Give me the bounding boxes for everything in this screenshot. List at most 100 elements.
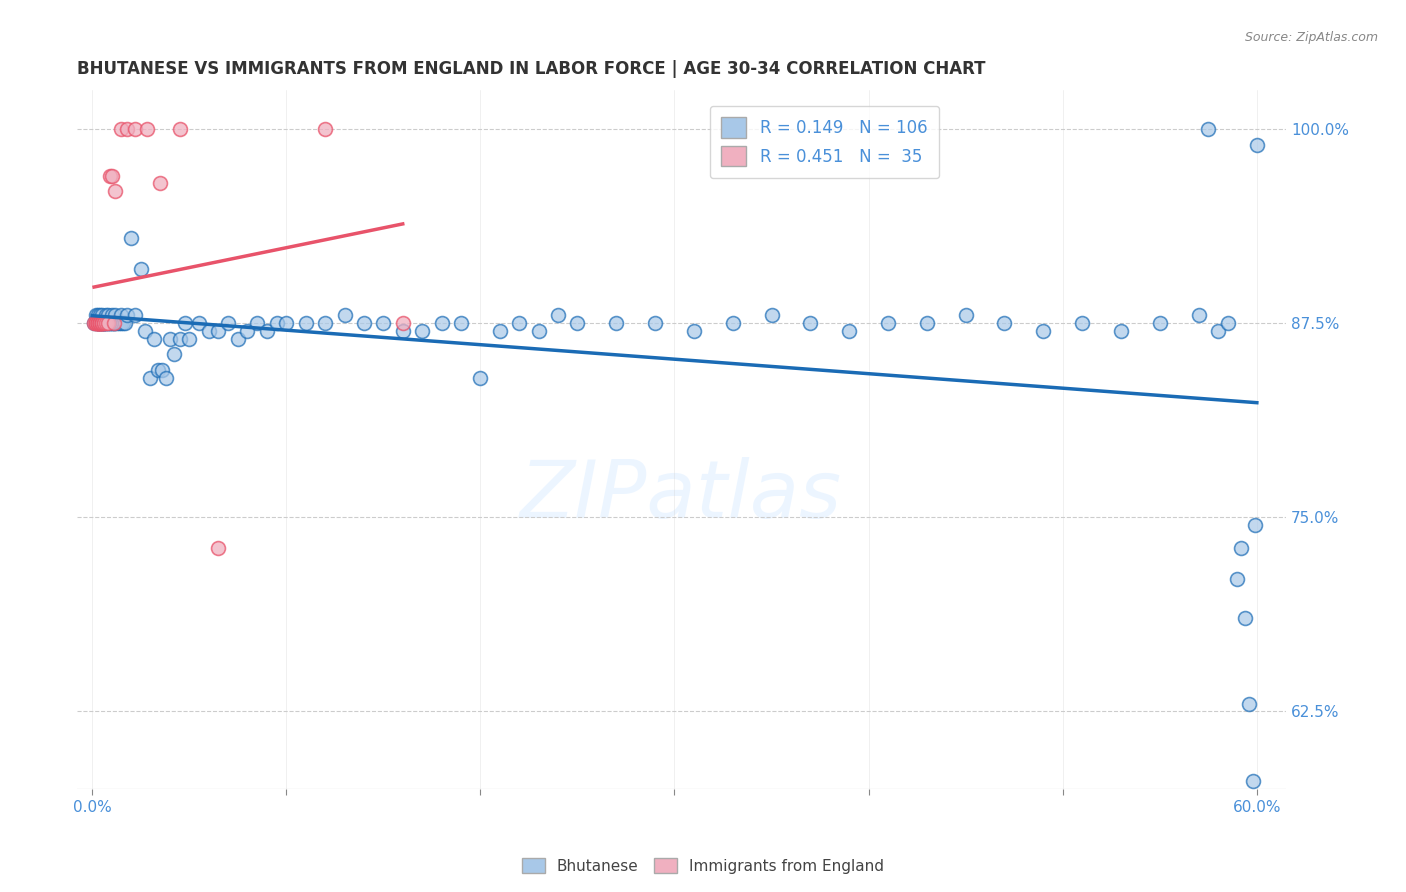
Point <box>98 316 121 330</box>
Point <box>89 316 111 330</box>
Point <box>1244 518 1267 533</box>
Point <box>761 309 783 323</box>
Point <box>391 316 413 330</box>
Point <box>100 309 122 323</box>
Point <box>197 324 219 338</box>
Text: Source: ZipAtlas.com: Source: ZipAtlas.com <box>1244 31 1378 45</box>
Point <box>87 309 110 323</box>
Point <box>83 316 105 330</box>
Point <box>87 316 110 330</box>
Point <box>1109 324 1132 338</box>
Point <box>83 316 105 330</box>
Point <box>430 316 453 330</box>
Text: ZIPatlas: ZIPatlas <box>520 457 842 534</box>
Point <box>93 316 115 330</box>
Point <box>1149 316 1171 330</box>
Point <box>87 316 110 330</box>
Point <box>100 316 122 330</box>
Point <box>84 316 107 330</box>
Point <box>1197 122 1219 136</box>
Point <box>276 316 298 330</box>
Point <box>84 309 107 323</box>
Point <box>87 316 110 330</box>
Point <box>877 316 900 330</box>
Point <box>87 316 110 330</box>
Point <box>97 316 120 330</box>
Point <box>129 261 152 276</box>
Point <box>103 316 125 330</box>
Point <box>89 309 111 323</box>
Point <box>94 309 117 323</box>
Point <box>236 324 259 338</box>
Point <box>93 316 115 330</box>
Point <box>93 316 115 330</box>
Point <box>605 316 627 330</box>
Point <box>89 316 111 330</box>
Point <box>89 316 111 330</box>
Point <box>838 324 860 338</box>
Point <box>93 316 115 330</box>
Point <box>105 316 128 330</box>
Point <box>90 316 112 330</box>
Point <box>1226 573 1249 587</box>
Point <box>108 316 131 330</box>
Point <box>90 316 112 330</box>
Point <box>97 316 120 330</box>
Point <box>135 122 157 136</box>
Point <box>94 316 117 330</box>
Point <box>104 316 127 330</box>
Point <box>508 316 530 330</box>
Point <box>146 363 169 377</box>
Point <box>353 316 375 330</box>
Point <box>799 316 821 330</box>
Point <box>89 316 111 330</box>
Point <box>411 324 433 338</box>
Point <box>266 316 288 330</box>
Point <box>87 316 110 330</box>
Legend: Bhutanese, Immigrants from England: Bhutanese, Immigrants from England <box>516 852 890 880</box>
Point <box>187 316 209 330</box>
Point <box>84 316 107 330</box>
Point <box>112 316 135 330</box>
Point <box>97 309 120 323</box>
Point <box>90 316 112 330</box>
Point <box>159 332 181 346</box>
Point <box>87 316 110 330</box>
Point <box>1237 697 1260 711</box>
Point <box>93 316 115 330</box>
Point <box>179 332 201 346</box>
Point <box>114 316 136 330</box>
Point <box>169 122 191 136</box>
Point <box>217 316 239 330</box>
Point <box>1071 316 1094 330</box>
Point <box>993 316 1015 330</box>
Point <box>683 324 706 338</box>
Point <box>314 122 336 136</box>
Point <box>90 316 112 330</box>
Point <box>94 316 117 330</box>
Point <box>139 370 162 384</box>
Point <box>1032 324 1054 338</box>
Point <box>1241 774 1264 789</box>
Point <box>84 316 107 330</box>
Point <box>150 363 173 377</box>
Point <box>207 541 229 556</box>
Point <box>124 309 146 323</box>
Point <box>1216 316 1239 330</box>
Point <box>93 316 115 330</box>
Point <box>149 177 172 191</box>
Point <box>1230 541 1253 556</box>
Point <box>89 316 111 330</box>
Point <box>115 309 138 323</box>
Point <box>143 332 166 346</box>
Point <box>391 324 413 338</box>
Text: BHUTANESE VS IMMIGRANTS FROM ENGLAND IN LABOR FORCE | AGE 30-34 CORRELATION CHAR: BHUTANESE VS IMMIGRANTS FROM ENGLAND IN … <box>76 60 986 78</box>
Point <box>314 316 336 330</box>
Point <box>90 309 112 323</box>
Point <box>104 309 127 323</box>
Point <box>134 324 156 338</box>
Point <box>100 169 122 183</box>
Point <box>103 316 125 330</box>
Point <box>721 316 744 330</box>
Point <box>124 122 146 136</box>
